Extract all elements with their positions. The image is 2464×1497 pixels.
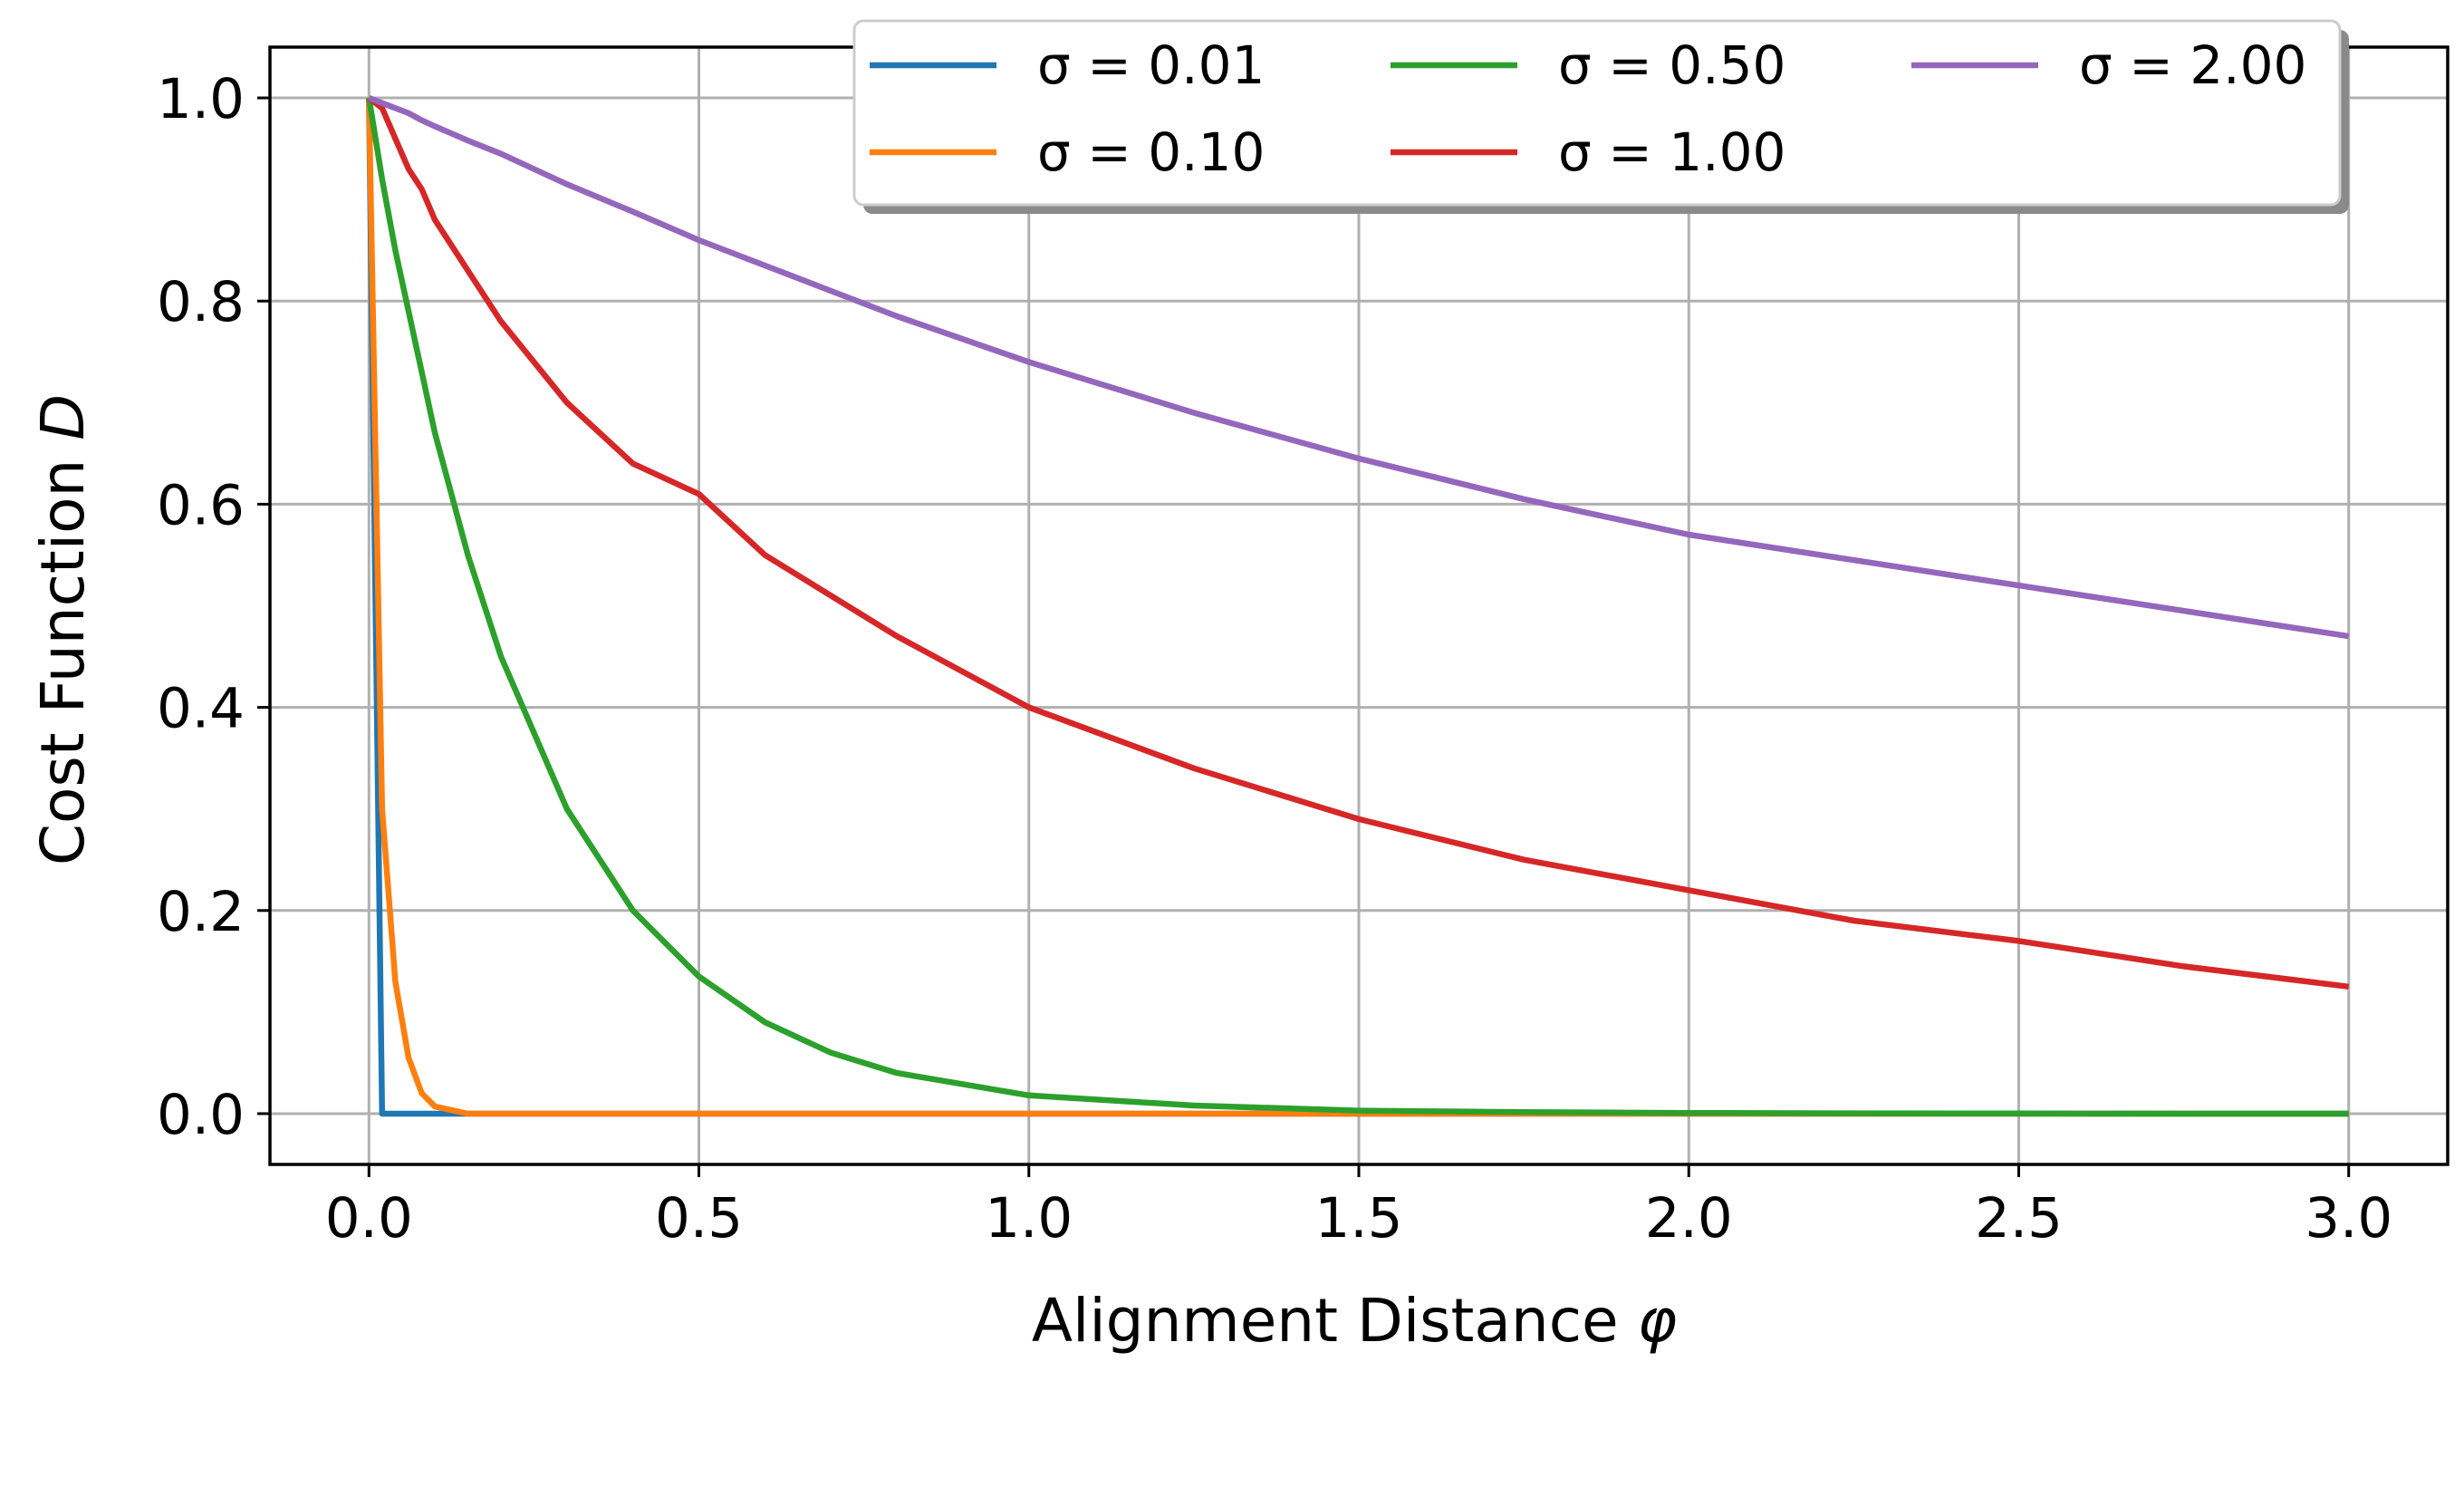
legend-label: σ = 1.00 [1558,121,1785,183]
series-line-2 [366,97,2349,1117]
series-line-3 [367,95,2350,990]
y-axis-title: Cost Function D [28,394,98,865]
y-tick-labels: 0.0 0.2 0.4 0.6 0.8 1.0 [157,67,245,1147]
legend: σ = 0.01 σ = 0.10 σ = 0.50 σ = 1.00 σ = 2.00 [852,19,2349,214]
x-tick-label: 2.0 [1645,1186,1733,1251]
x-axis-title: Alignment Distance φ [1032,1286,1677,1356]
legend-label: σ = 0.50 [1558,34,1785,96]
tick-marks [257,96,2351,1177]
y-tick-label: 0.2 [157,880,245,944]
x-tick-label: 0.5 [655,1186,743,1251]
x-tick-label: 2.5 [1975,1186,2063,1251]
legend-label: σ = 0.01 [1037,34,1265,96]
series-line-4 [368,94,2350,640]
x-tick-labels: 0.0 0.5 1.0 1.5 2.0 2.5 3.0 [325,1186,2392,1251]
legend-label: σ = 2.00 [2079,34,2306,96]
y-tick-label: 0.4 [157,677,245,741]
series-group [366,94,2350,1117]
x-tick-label: 1.5 [1314,1186,1402,1251]
x-tick-label: 1.0 [985,1186,1073,1251]
legend-entries: σ = 0.01 σ = 0.10 σ = 0.50 σ = 1.00 σ = 2.00 [870,34,2306,183]
x-tick-label: 0.0 [325,1186,413,1251]
y-tick-label: 0.0 [157,1083,245,1147]
y-tick-label: 1.0 [157,67,245,131]
y-tick-label: 0.6 [157,473,245,537]
legend-label: σ = 0.10 [1037,121,1265,183]
y-tick-label: 0.8 [157,270,245,334]
x-tick-label: 3.0 [2305,1186,2392,1251]
